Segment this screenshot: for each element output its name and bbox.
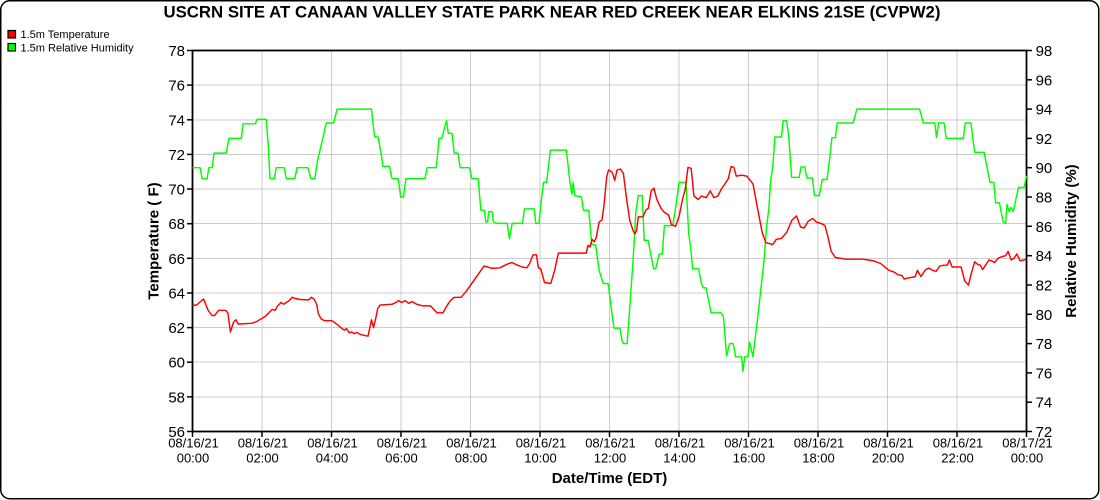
svg-text:08/16/21: 08/16/21 — [168, 436, 219, 451]
svg-text:78: 78 — [168, 43, 185, 60]
svg-text:56: 56 — [168, 424, 185, 441]
svg-text:76: 76 — [168, 78, 185, 95]
svg-text:08/16/21: 08/16/21 — [238, 436, 289, 451]
svg-text:66: 66 — [168, 251, 185, 268]
svg-text:14:00: 14:00 — [663, 450, 696, 465]
svg-text:60: 60 — [168, 355, 185, 372]
svg-text:72: 72 — [168, 147, 185, 164]
svg-text:94: 94 — [1036, 102, 1053, 119]
svg-text:08/16/21: 08/16/21 — [446, 436, 497, 451]
svg-text:62: 62 — [168, 320, 185, 337]
svg-text:74: 74 — [168, 112, 185, 129]
svg-text:88: 88 — [1036, 190, 1053, 207]
svg-text:86: 86 — [1036, 219, 1053, 236]
svg-text:74: 74 — [1036, 395, 1053, 412]
svg-text:58: 58 — [168, 389, 185, 406]
svg-text:08/16/21: 08/16/21 — [655, 436, 706, 451]
svg-text:08/16/21: 08/16/21 — [307, 436, 358, 451]
svg-text:Relative Humidity (%): Relative Humidity (%) — [1063, 164, 1080, 317]
svg-text:78: 78 — [1036, 336, 1053, 353]
svg-text:10:00: 10:00 — [524, 450, 557, 465]
svg-text:76: 76 — [1036, 365, 1053, 382]
svg-text:08/16/21: 08/16/21 — [585, 436, 636, 451]
svg-text:00:00: 00:00 — [177, 450, 210, 465]
svg-text:80: 80 — [1036, 307, 1053, 324]
svg-text:USCRN SITE AT CANAAN VALLEY ST: USCRN SITE AT CANAAN VALLEY STATE PARK N… — [164, 3, 941, 22]
svg-text:04:00: 04:00 — [316, 450, 349, 465]
svg-text:06:00: 06:00 — [385, 450, 418, 465]
svg-text:64: 64 — [168, 286, 185, 303]
svg-text:08/16/21: 08/16/21 — [933, 436, 984, 451]
svg-text:00:00: 00:00 — [1011, 450, 1044, 465]
svg-text:72: 72 — [1036, 424, 1053, 441]
svg-text:96: 96 — [1036, 72, 1053, 89]
svg-text:70: 70 — [168, 182, 185, 199]
svg-text:08/16/21: 08/16/21 — [863, 436, 914, 451]
svg-text:92: 92 — [1036, 131, 1053, 148]
svg-text:08/16/21: 08/16/21 — [377, 436, 428, 451]
svg-text:08:00: 08:00 — [455, 450, 488, 465]
svg-text:98: 98 — [1036, 43, 1053, 60]
svg-text:22:00: 22:00 — [941, 450, 974, 465]
svg-text:02:00: 02:00 — [246, 450, 279, 465]
svg-text:84: 84 — [1036, 248, 1053, 265]
svg-text:12:00: 12:00 — [594, 450, 627, 465]
svg-text:Temperature ( F): Temperature ( F) — [146, 182, 163, 299]
svg-text:68: 68 — [168, 216, 185, 233]
svg-text:90: 90 — [1036, 160, 1053, 177]
svg-text:08/16/21: 08/16/21 — [516, 436, 567, 451]
svg-text:16:00: 16:00 — [733, 450, 766, 465]
svg-text:1.5m Relative Humidity: 1.5m Relative Humidity — [21, 42, 135, 54]
svg-text:82: 82 — [1036, 278, 1053, 295]
svg-text:20:00: 20:00 — [872, 450, 905, 465]
svg-text:08/16/21: 08/16/21 — [724, 436, 775, 451]
svg-text:08/16/21: 08/16/21 — [794, 436, 845, 451]
svg-text:Date/Time (EDT): Date/Time (EDT) — [552, 470, 668, 487]
svg-text:08/17/21: 08/17/21 — [1002, 436, 1053, 451]
svg-text:1.5m Temperature: 1.5m Temperature — [21, 29, 110, 41]
svg-text:18:00: 18:00 — [802, 450, 835, 465]
